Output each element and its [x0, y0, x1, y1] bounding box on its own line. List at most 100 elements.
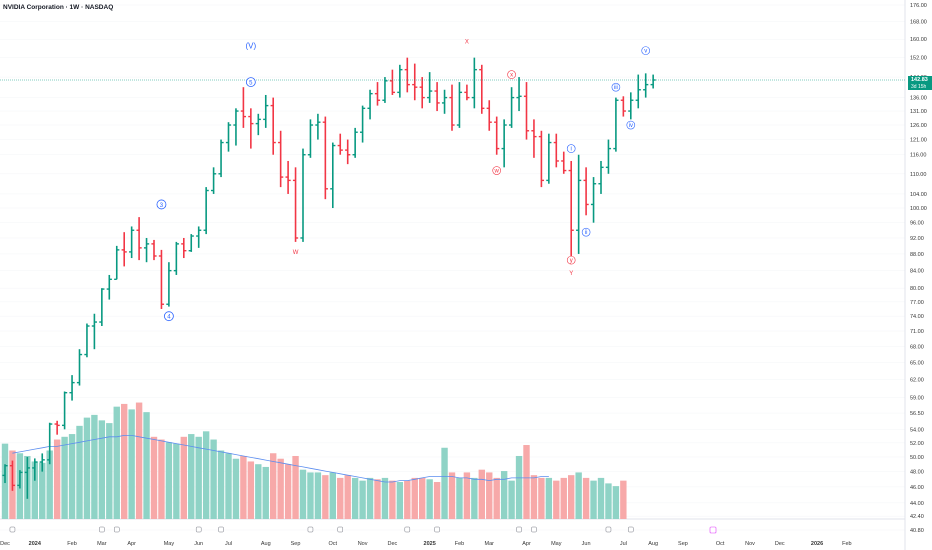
time-tick-label: Jul — [620, 541, 627, 547]
volume-bar — [76, 425, 83, 519]
price-tick-label: 176.00 — [910, 3, 927, 9]
event-marker-icon — [195, 526, 202, 533]
event-marker-icon — [99, 526, 105, 533]
ohlc-bar — [598, 160, 604, 194]
volume-bar — [53, 439, 61, 519]
volume-bar — [98, 420, 106, 519]
event-markers — [9, 526, 717, 534]
event-marker-icon — [434, 526, 440, 533]
wave-label-text: x — [510, 72, 513, 78]
ohlc-bar — [345, 139, 351, 165]
volume-bar — [135, 402, 143, 519]
price-tick-label: 160.00 — [910, 37, 927, 43]
price-tick-label: 52.00 — [910, 441, 924, 447]
ohlc-bar — [419, 77, 425, 109]
ohlc-bar — [509, 87, 515, 128]
price-tick-label: 77.00 — [910, 300, 924, 306]
wave-label-circled: 4 — [163, 311, 174, 322]
ohlc-bar — [337, 133, 343, 155]
ohlc-bar — [576, 154, 582, 254]
wave-label-circled: 5 — [245, 77, 256, 87]
ohlc-bar — [54, 420, 60, 435]
ohlc-bar — [9, 460, 16, 491]
ohlc-bar — [374, 82, 381, 106]
time-tick-label: Apr — [127, 541, 136, 547]
volume-bar — [411, 477, 418, 519]
volume-bar — [106, 423, 113, 519]
volume-bar — [314, 472, 322, 519]
ohlc-bar — [203, 187, 209, 235]
wave-label-ring — [566, 255, 576, 265]
ohlc-bar — [635, 74, 641, 109]
volume-bar — [530, 475, 538, 519]
ohlc-bar — [211, 167, 217, 194]
price-tick-label: 152.00 — [910, 56, 927, 62]
ohlc-bar — [285, 160, 291, 194]
ohlc-bar — [456, 82, 463, 128]
ohlc-bar — [114, 245, 120, 281]
ohlc-bar — [84, 323, 90, 358]
price-badge-bg — [908, 76, 932, 91]
ohlc-bar — [47, 422, 53, 465]
ohlc-bar — [300, 148, 306, 242]
wave-label-circled: 3 — [156, 199, 167, 210]
wave-label-ring — [626, 120, 636, 130]
time-tick-label: Sep — [678, 541, 688, 547]
price-tick-label: 100.00 — [910, 206, 927, 212]
wave-label-minor-blue: ii — [581, 227, 591, 237]
price-tick-label: 40.80 — [910, 528, 924, 534]
time-tick-label: 2026 — [811, 541, 823, 547]
time-tick-label: Oct — [329, 541, 338, 547]
ohlc-bar — [315, 113, 321, 140]
volume-bar — [538, 477, 545, 519]
ohlc-bar — [605, 139, 612, 174]
volume-bar — [396, 482, 404, 519]
ohlc-bar — [434, 82, 440, 112]
price-tick-label: 110.00 — [910, 172, 926, 178]
time-tick-label: Nov — [358, 541, 368, 547]
price-tick-label: 131.00 — [910, 109, 927, 115]
time-tick-label: Feb — [455, 541, 464, 547]
ohlc-bar — [531, 119, 537, 158]
volume-bar — [31, 461, 38, 519]
ohlc-bar — [449, 84, 455, 131]
price-tick-label: 121.00 — [910, 138, 927, 144]
volume-bar — [232, 458, 240, 519]
volume-bar — [351, 477, 359, 519]
volume-bar — [582, 477, 590, 519]
wave-label-minor-blue: v — [641, 46, 651, 55]
ohlc-bar — [248, 108, 254, 149]
wave-label-ring — [245, 77, 256, 87]
wave-label-text: i — [571, 146, 572, 152]
volume-bar — [180, 436, 187, 519]
ohlc-bar — [404, 57, 410, 93]
wave-label-ring — [566, 144, 576, 153]
price-tick-label: 71.00 — [910, 329, 924, 335]
ohlc-bar — [583, 167, 589, 216]
wave-label-corrective: W — [293, 250, 299, 256]
ohlc-bar — [106, 274, 112, 300]
volume-bar — [508, 480, 515, 519]
volume-bars — [1, 402, 627, 519]
volume-bar — [419, 477, 426, 519]
volume-bar — [255, 464, 262, 519]
volume-bar — [173, 443, 180, 519]
price-tick-label: 92.00 — [910, 236, 924, 242]
ohlc-bar — [553, 133, 559, 168]
wave-label-minor-red: x — [507, 70, 516, 79]
time-axis[interactable]: Dec 2024 Feb Mar Apr May Jun Jul Aug Sep Oct Nov Dec… — [0, 541, 851, 547]
volume-moving-average — [12, 435, 549, 483]
ohlc-bar — [181, 237, 187, 259]
time-tick-label: Jun — [582, 541, 591, 547]
volume-bar — [344, 475, 351, 519]
volume-bar — [545, 477, 553, 519]
price-tick-label: 136.00 — [910, 96, 927, 102]
event-marker-icon — [516, 526, 522, 533]
time-tick-label: Jul — [225, 541, 232, 547]
volume-bar — [91, 414, 98, 519]
volume-bar — [471, 477, 478, 519]
volume-bar — [523, 445, 530, 519]
wave-label-minor-blue: iii — [611, 82, 621, 92]
